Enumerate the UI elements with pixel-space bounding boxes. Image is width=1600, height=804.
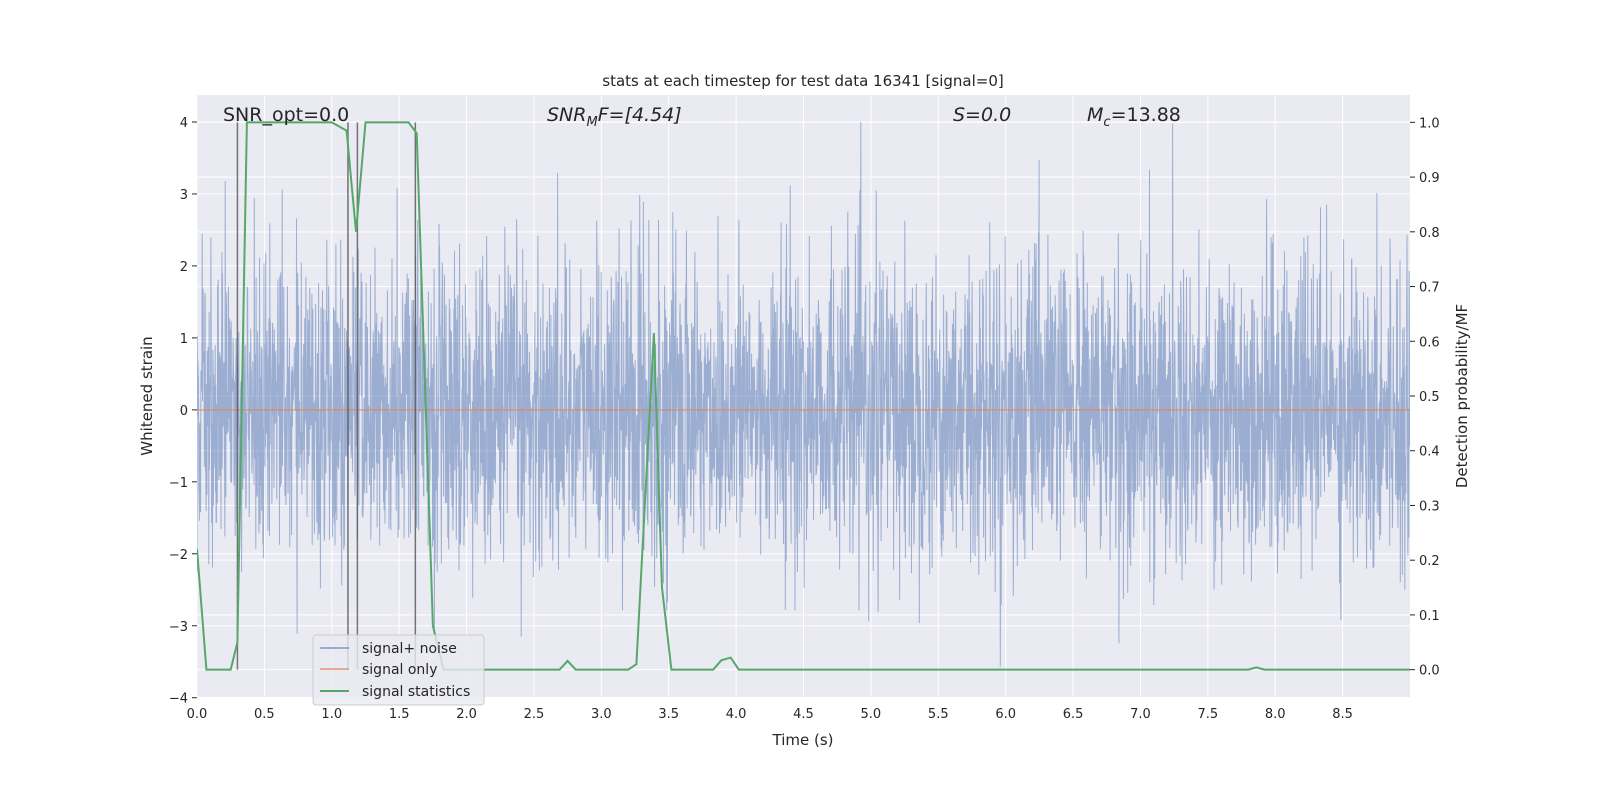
y-axis-label: Whitened strain xyxy=(138,336,156,455)
y-tick-label: −1 xyxy=(169,476,188,491)
x-tick-label: 2.0 xyxy=(456,707,477,722)
y-ticks: 4 3 2 1 0 −1 −2 −3 −4 xyxy=(169,116,197,707)
y-tick-label-right: 0.3 xyxy=(1419,499,1440,514)
x-tick-label: 1.0 xyxy=(321,707,342,722)
y-tick-label: 3 xyxy=(180,188,188,203)
y-tick-label: 1 xyxy=(180,332,188,347)
x-tick-label: 3.0 xyxy=(591,707,612,722)
x-tick-label: 8.0 xyxy=(1265,707,1286,722)
y-axis-label-right: Detection probability/MF xyxy=(1453,304,1471,488)
y-tick-label-right: 0.8 xyxy=(1419,226,1440,241)
x-tick-label: 6.0 xyxy=(995,707,1016,722)
y-tick-label: −3 xyxy=(169,620,188,635)
x-tick-label: 8.5 xyxy=(1332,707,1353,722)
y-tick-label-right: 0.6 xyxy=(1419,335,1440,350)
legend-label-statistics: signal statistics xyxy=(362,684,470,700)
annotation-s: S=0.0 xyxy=(953,104,1011,126)
annotation-snr-mf: SNRMF=[4.54] xyxy=(547,104,682,130)
mc-rest: =13.88 xyxy=(1111,104,1181,126)
y-tick-label-right: 0.9 xyxy=(1419,171,1440,186)
x-tick-label: 4.0 xyxy=(726,707,747,722)
annotation-mc: Mc=13.88 xyxy=(1087,104,1181,130)
y-tick-label-right: 0.7 xyxy=(1419,281,1440,296)
y-tick-label: 4 xyxy=(180,116,188,131)
x-tick-label: 0.5 xyxy=(254,707,275,722)
y-ticks-right: 1.0 0.9 0.8 0.7 0.6 0.5 0.4 0.3 0.2 0.1 0.0 xyxy=(1410,116,1440,679)
x-tick-label: 5.5 xyxy=(928,707,949,722)
annotation-snr-opt: SNR_opt=0.0 xyxy=(223,104,349,126)
series-signal-statistics xyxy=(197,121,1410,671)
y-tick-label-right: 1.0 xyxy=(1419,116,1440,131)
y-tick-label: −2 xyxy=(169,548,188,563)
x-tick-label: 5.0 xyxy=(861,707,882,722)
x-tick-label: 7.5 xyxy=(1197,707,1218,722)
y-tick-label-right: 0.5 xyxy=(1419,390,1440,405)
mc-main: M xyxy=(1087,104,1103,126)
x-axis-label: Time (s) xyxy=(772,731,834,749)
legend-label-noise: signal+ noise xyxy=(362,641,457,657)
y-tick-label: 0 xyxy=(180,404,188,419)
y-tick-label: 2 xyxy=(180,260,188,275)
x-tick-label: 1.5 xyxy=(389,707,410,722)
mc-sub: c xyxy=(1103,115,1110,130)
x-tick-label: 7.0 xyxy=(1130,707,1151,722)
x-tick-label: 2.5 xyxy=(524,707,545,722)
x-tick-label: 3.5 xyxy=(658,707,679,722)
x-tick-label: 0.0 xyxy=(187,707,208,722)
y-tick-label: −4 xyxy=(169,692,188,707)
snr-mf-rest: F=[4.54] xyxy=(598,104,682,126)
x-tick-label: 4.5 xyxy=(793,707,814,722)
chart-title: stats at each timestep for test data 163… xyxy=(602,72,1003,90)
legend-label-signal-only: signal only xyxy=(362,662,437,678)
x-tick-label: 6.5 xyxy=(1063,707,1084,722)
y-tick-label-right: 0.0 xyxy=(1419,664,1440,679)
x-ticks: 0.0 0.5 1.0 1.5 2.0 2.5 3.0 3.5 4.0 4.5 5.0 5.5 6.0 6… xyxy=(187,707,1353,722)
y-tick-label-right: 0.2 xyxy=(1419,554,1440,569)
snr-mf-sub: M xyxy=(586,115,597,130)
snr-mf-main: SNR xyxy=(547,104,586,126)
y-tick-label-right: 0.4 xyxy=(1419,445,1440,460)
series-signal-noise xyxy=(197,121,1410,667)
y-tick-label-right: 0.1 xyxy=(1419,609,1440,624)
legend: signal+ noise signal only signal statist… xyxy=(312,634,485,706)
